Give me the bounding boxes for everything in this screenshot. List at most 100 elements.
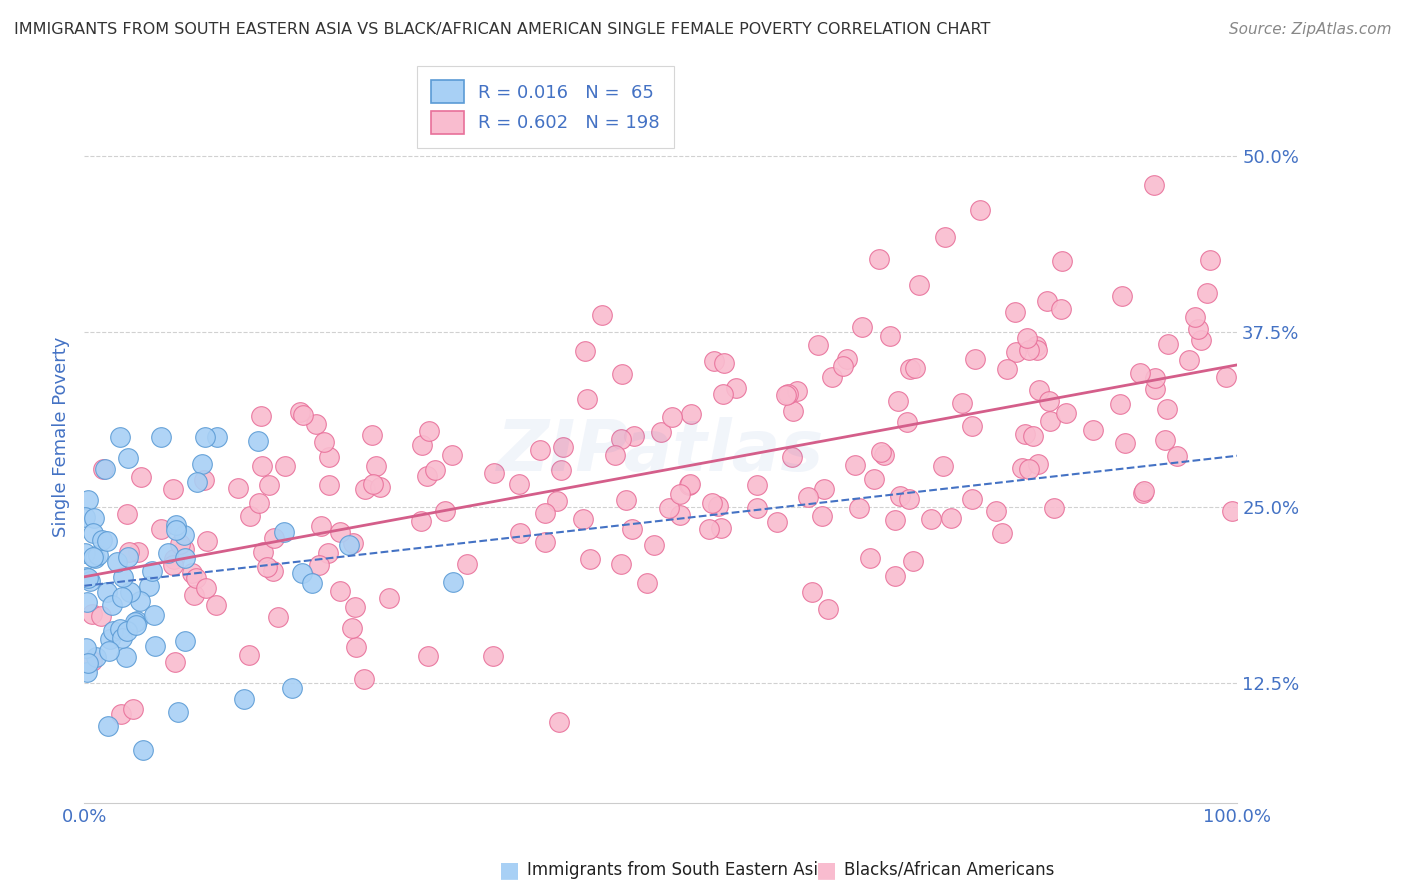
- Point: [76, 595, 98, 609]
- Point: [1157, 336, 1180, 351]
- Point: [416, 469, 439, 483]
- Point: [124, 617, 146, 632]
- Point: [706, 500, 728, 514]
- Point: [1025, 339, 1047, 353]
- Point: [121, 702, 143, 716]
- Point: [610, 433, 633, 447]
- Point: [97, 719, 120, 733]
- Point: [301, 576, 323, 591]
- Point: [423, 463, 446, 477]
- Point: [292, 409, 315, 423]
- Point: [610, 557, 633, 571]
- Point: [668, 508, 690, 522]
- Point: [127, 614, 149, 628]
- Point: [281, 681, 304, 695]
- Point: [800, 584, 823, 599]
- Point: [643, 538, 665, 552]
- Point: [418, 424, 440, 438]
- Point: [291, 566, 314, 580]
- Point: [835, 351, 858, 366]
- Point: [329, 524, 352, 539]
- Point: [1052, 254, 1074, 268]
- Point: [897, 492, 920, 507]
- Point: [184, 571, 207, 585]
- Point: [247, 434, 270, 448]
- Point: [786, 384, 808, 398]
- Point: [82, 526, 104, 541]
- Point: [969, 203, 991, 218]
- Point: [1189, 333, 1212, 347]
- Point: [859, 551, 882, 566]
- Point: [129, 470, 152, 484]
- Point: [745, 477, 768, 491]
- Point: [551, 440, 574, 454]
- Point: [360, 428, 382, 442]
- Point: [117, 451, 139, 466]
- Point: [127, 544, 149, 558]
- Point: [713, 387, 735, 401]
- Point: [344, 600, 367, 615]
- Point: [811, 509, 834, 524]
- Point: [863, 471, 886, 485]
- Point: [766, 515, 789, 529]
- Point: [713, 356, 735, 370]
- Point: [143, 607, 166, 622]
- Point: [250, 459, 273, 474]
- Point: [797, 490, 820, 504]
- Point: [1014, 426, 1036, 441]
- Point: [778, 386, 800, 401]
- Point: [884, 513, 907, 527]
- Point: [868, 252, 890, 267]
- Point: [252, 545, 274, 559]
- Point: [115, 650, 138, 665]
- Point: [195, 581, 218, 595]
- Point: [1054, 405, 1077, 419]
- Point: [813, 483, 835, 497]
- Point: [780, 450, 803, 464]
- Point: [190, 457, 212, 471]
- Point: [960, 419, 983, 434]
- Point: [700, 496, 723, 510]
- Point: [361, 476, 384, 491]
- Point: [166, 705, 188, 719]
- Point: [96, 533, 118, 548]
- Point: [550, 463, 572, 477]
- Point: [193, 473, 215, 487]
- Point: [101, 598, 124, 612]
- Point: [873, 448, 896, 462]
- Point: [174, 634, 197, 648]
- Point: [329, 584, 352, 599]
- Point: [117, 545, 139, 559]
- Point: [124, 615, 146, 629]
- Point: [534, 506, 557, 520]
- Point: [418, 649, 440, 664]
- Point: [76, 657, 98, 671]
- Point: [150, 430, 173, 444]
- Point: [703, 354, 725, 368]
- Point: [605, 448, 627, 462]
- Point: [579, 552, 602, 566]
- Point: [710, 521, 733, 535]
- Point: [574, 344, 596, 359]
- Point: [844, 458, 866, 472]
- Point: [1026, 343, 1049, 357]
- Point: [441, 575, 464, 590]
- Point: [340, 621, 363, 635]
- Point: [934, 230, 956, 244]
- Point: [1109, 397, 1132, 411]
- Point: [534, 535, 557, 549]
- Point: [1081, 423, 1104, 437]
- Point: [681, 407, 703, 421]
- Point: [98, 643, 121, 657]
- Point: [1166, 449, 1188, 463]
- Point: [150, 522, 173, 536]
- Point: [950, 396, 973, 410]
- Point: [1215, 370, 1237, 384]
- Point: [898, 362, 921, 376]
- Text: ■: ■: [499, 860, 520, 880]
- Point: [273, 524, 295, 539]
- Point: [308, 558, 330, 573]
- Point: [725, 381, 748, 395]
- Point: [314, 434, 336, 449]
- Point: [90, 533, 112, 547]
